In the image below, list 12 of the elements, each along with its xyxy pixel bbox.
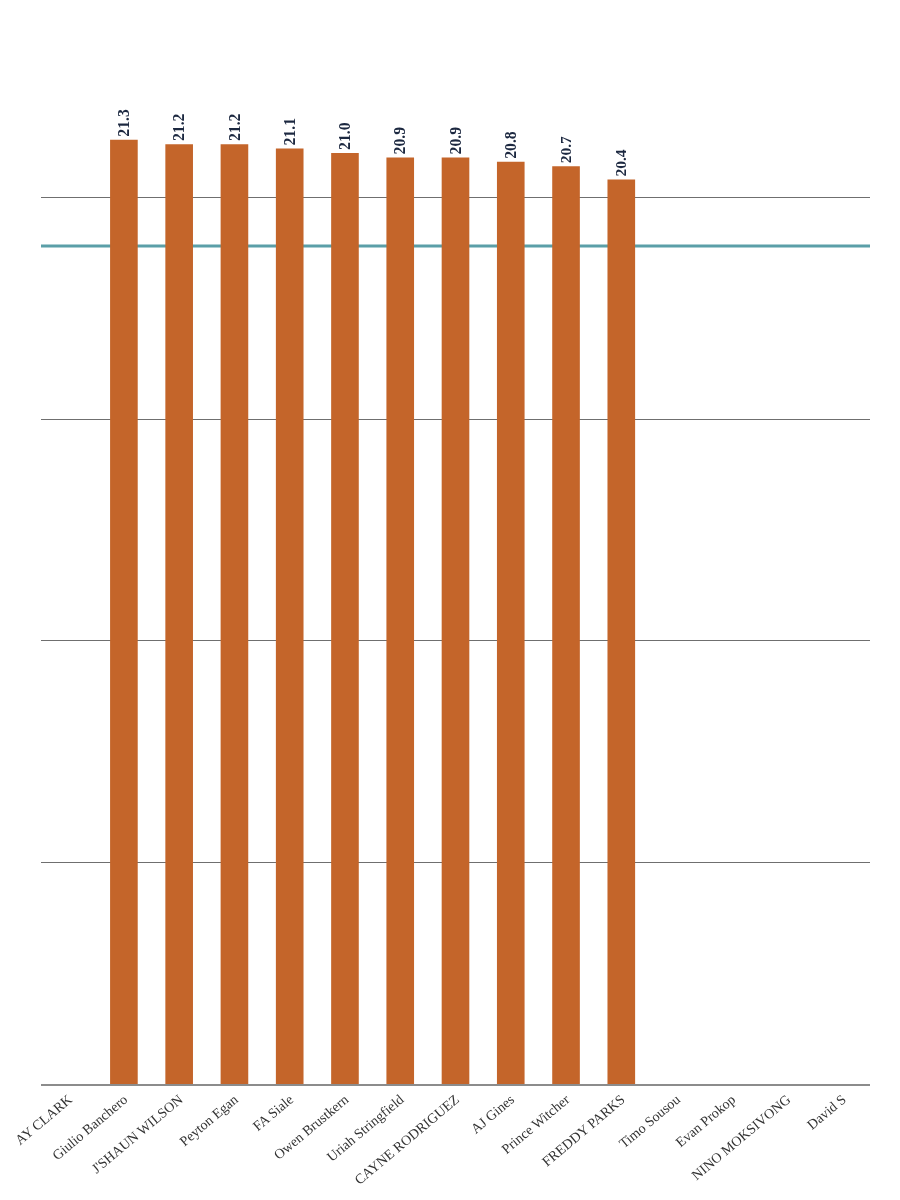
data-label: 21.2 (225, 113, 243, 142)
data-label: 21.1 (280, 117, 298, 146)
data-label: 20.8 (501, 131, 519, 159)
data-label: 20.7 (557, 135, 575, 164)
data-label: 20.9 (446, 126, 464, 155)
data-label: 20.4 (612, 149, 630, 177)
data-label: 21.2 (170, 113, 188, 142)
x-tick-label: FA Siale (250, 1091, 297, 1134)
data-label: 21.0 (336, 122, 354, 150)
data-label: 20.9 (391, 126, 409, 155)
data-label: 21.3 (115, 108, 133, 137)
x-tick-label: AJ Gines (467, 1091, 518, 1137)
